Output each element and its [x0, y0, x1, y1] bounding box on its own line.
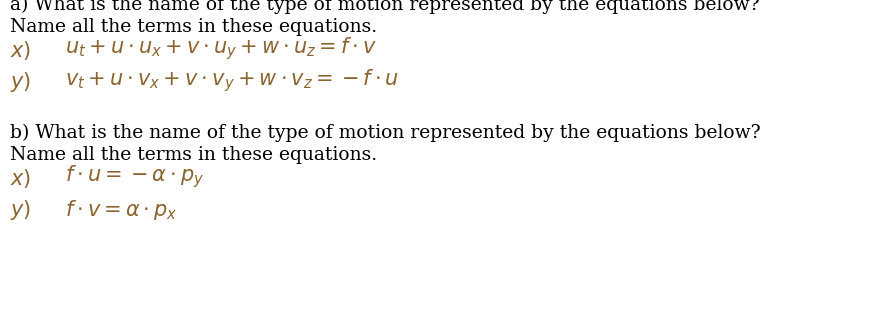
Text: $v_t+u\cdot v_x+v\cdot v_y+w\cdot v_z=-f\cdot u$: $v_t+u\cdot v_x+v\cdot v_y+w\cdot v_z=-f…: [65, 67, 399, 94]
Text: a) What is the name of the type of motion represented by the equations below?: a) What is the name of the type of motio…: [10, 0, 759, 14]
Text: $f\cdot u=-\alpha\cdot p_y$: $f\cdot u=-\alpha\cdot p_y$: [65, 163, 204, 190]
Text: $x)$: $x)$: [10, 39, 31, 62]
Text: $x)$: $x)$: [10, 167, 31, 190]
Text: b) What is the name of the type of motion represented by the equations below?: b) What is the name of the type of motio…: [10, 124, 761, 142]
Text: Name all the terms in these equations.: Name all the terms in these equations.: [10, 146, 377, 164]
Text: Name all the terms in these equations.: Name all the terms in these equations.: [10, 18, 377, 36]
Text: $y)$: $y)$: [10, 70, 31, 94]
Text: $u_t+u\cdot u_x+v\cdot u_y+w\cdot u_z=f\cdot v$: $u_t+u\cdot u_x+v\cdot u_y+w\cdot u_z=f\…: [65, 35, 377, 62]
Text: $f\cdot v=\alpha\cdot p_x$: $f\cdot v=\alpha\cdot p_x$: [65, 198, 178, 222]
Text: $y)$: $y)$: [10, 198, 31, 222]
